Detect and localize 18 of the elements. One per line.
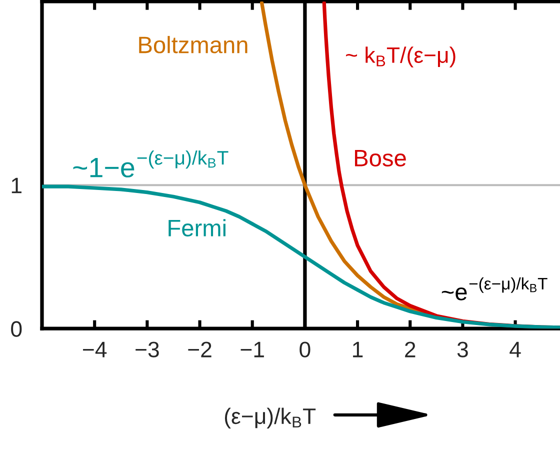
x-tick-label: −2 [188,342,212,358]
series-label: Boltzmann [139,36,248,54]
x-tick-label: 2 [405,342,416,358]
x-tick-label: 3 [457,342,468,358]
annotation: ~ k$_{B}$T/(ε−μ) [346,46,456,68]
annotation: −(ε−μ)/k$_{B}$T [469,277,548,293]
annotation: ~e [442,287,467,300]
series-label: Bose [355,150,406,166]
x-tick-label: 0 [300,342,310,358]
x-tick-label: 1 [353,342,363,358]
series-label: Fermi [168,219,226,236]
x-tick-label: −4 [83,342,107,358]
x-axis-title: (ε−μ)/k$_{B}$T [224,408,316,428]
x-tick-label: −3 [136,342,159,358]
x-tick-label: 4 [510,342,521,358]
annotation: ~1−e [73,158,134,178]
annotation: −(ε−μ)/k$_{B}$T [137,150,228,169]
x-tick-label: −1 [240,342,264,358]
